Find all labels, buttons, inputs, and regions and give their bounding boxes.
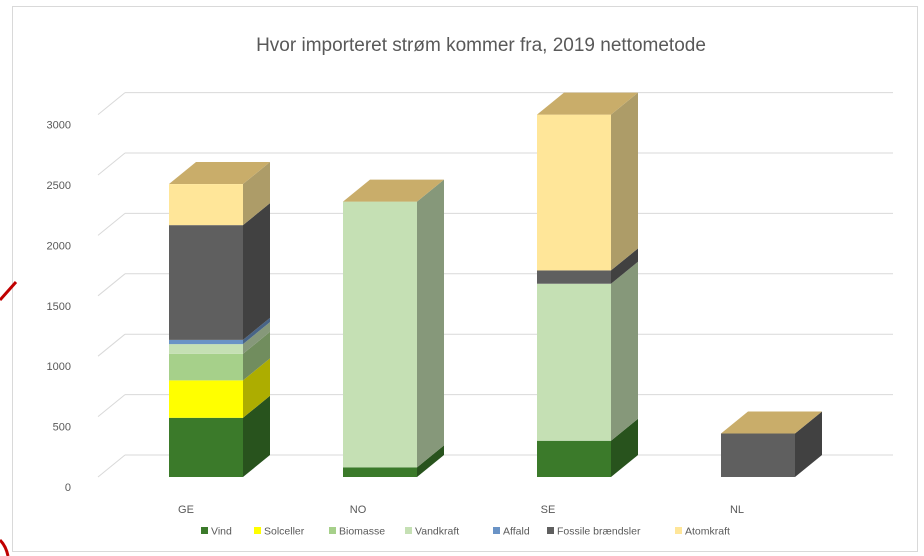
bar-segment-front bbox=[343, 201, 417, 468]
bar-segment-front bbox=[537, 270, 611, 284]
x-tick-label: NL bbox=[730, 504, 744, 516]
legend-swatch bbox=[201, 527, 208, 534]
legend-label: Affald bbox=[503, 526, 530, 538]
gridline-diagonal bbox=[97, 152, 126, 176]
legend-swatch bbox=[405, 527, 412, 534]
bar-segment-front bbox=[169, 380, 243, 418]
legend-swatch bbox=[493, 527, 500, 534]
bar-segment-side bbox=[243, 203, 270, 340]
x-tick-label: GE bbox=[178, 504, 194, 516]
bar-segment-front bbox=[537, 440, 611, 477]
chart-title: Hvor importeret strøm kommer fra, 2019 n… bbox=[256, 35, 706, 56]
y-tick-label: 3000 bbox=[47, 120, 71, 132]
bar-segment-side bbox=[243, 162, 270, 226]
legend-label: Solceller bbox=[264, 526, 305, 538]
legend-label: Atomkraft bbox=[685, 526, 730, 538]
chart-svg: Hvor importeret strøm kommer fra, 2019 n… bbox=[47, 35, 893, 538]
legend-swatch bbox=[254, 527, 261, 534]
gridline-diagonal bbox=[97, 92, 126, 115]
bar-segment-side bbox=[611, 92, 638, 271]
chart-frame: Hvor importeret strøm kommer fra, 2019 n… bbox=[12, 6, 918, 552]
legend-label: Biomasse bbox=[339, 526, 385, 538]
bar-segment-side bbox=[243, 395, 270, 477]
gridline-diagonal bbox=[97, 213, 126, 236]
legend-swatch bbox=[329, 527, 336, 534]
x-tick-label: NO bbox=[350, 504, 367, 516]
bar-segment-side bbox=[243, 358, 270, 418]
legend: Vind Solceller Biomasse Vandkraft Affald Foss… bbox=[201, 526, 730, 538]
bar-top-face bbox=[721, 411, 822, 434]
bar-segment-front bbox=[721, 433, 795, 477]
x-axis-ticks: GE NO SE NL bbox=[178, 504, 744, 516]
bar-top-face bbox=[537, 92, 638, 115]
bar-segment-front bbox=[537, 114, 611, 271]
bar-segment-side bbox=[611, 418, 638, 477]
bar-segment-front bbox=[169, 353, 243, 381]
bar-segment-front bbox=[537, 283, 611, 441]
gridline-diagonal bbox=[97, 273, 126, 297]
bar-segment-front bbox=[169, 184, 243, 226]
annotation-stroke-upper bbox=[0, 281, 18, 301]
bar-segment-side bbox=[243, 331, 270, 381]
bar-segment-side bbox=[795, 411, 822, 477]
y-tick-label: 0 bbox=[65, 482, 71, 494]
bar-segment-side bbox=[417, 445, 444, 477]
y-axis-ticks: 0 500 1000 1500 2000 2500 3000 bbox=[47, 120, 71, 494]
annotation-marks bbox=[0, 281, 18, 556]
y-tick-label: 1500 bbox=[47, 301, 71, 313]
bar-segment-side bbox=[243, 322, 270, 354]
bar-segment-side bbox=[611, 248, 638, 284]
bar-segment-side bbox=[417, 179, 444, 468]
gridline-diagonal bbox=[97, 454, 126, 478]
legend-label: Vandkraft bbox=[415, 526, 459, 538]
y-tick-label: 1000 bbox=[47, 361, 71, 373]
bar-top-face bbox=[343, 179, 444, 202]
gridline-diagonal bbox=[97, 394, 126, 417]
annotation-stroke-lower bbox=[0, 538, 10, 556]
legend-swatch bbox=[675, 527, 682, 534]
bar-segment-side bbox=[611, 261, 638, 441]
bar-segment-front bbox=[169, 339, 243, 345]
bar-segment-front bbox=[169, 225, 243, 340]
bar-segment-front bbox=[169, 417, 243, 477]
bar-top-face bbox=[169, 162, 270, 185]
legend-label: Fossile brændsler bbox=[557, 526, 641, 538]
bar-segment-side bbox=[243, 317, 270, 345]
y-tick-label: 2000 bbox=[47, 240, 71, 252]
bar-segment-front bbox=[169, 344, 243, 354]
y-tick-label: 500 bbox=[53, 422, 71, 434]
bar-segment-front bbox=[343, 467, 417, 477]
bars bbox=[169, 92, 822, 477]
x-tick-label: SE bbox=[541, 504, 556, 516]
legend-swatch bbox=[547, 527, 554, 534]
gridline-diagonal bbox=[97, 333, 126, 357]
legend-label: Vind bbox=[211, 526, 232, 538]
y-tick-label: 2500 bbox=[47, 180, 71, 192]
